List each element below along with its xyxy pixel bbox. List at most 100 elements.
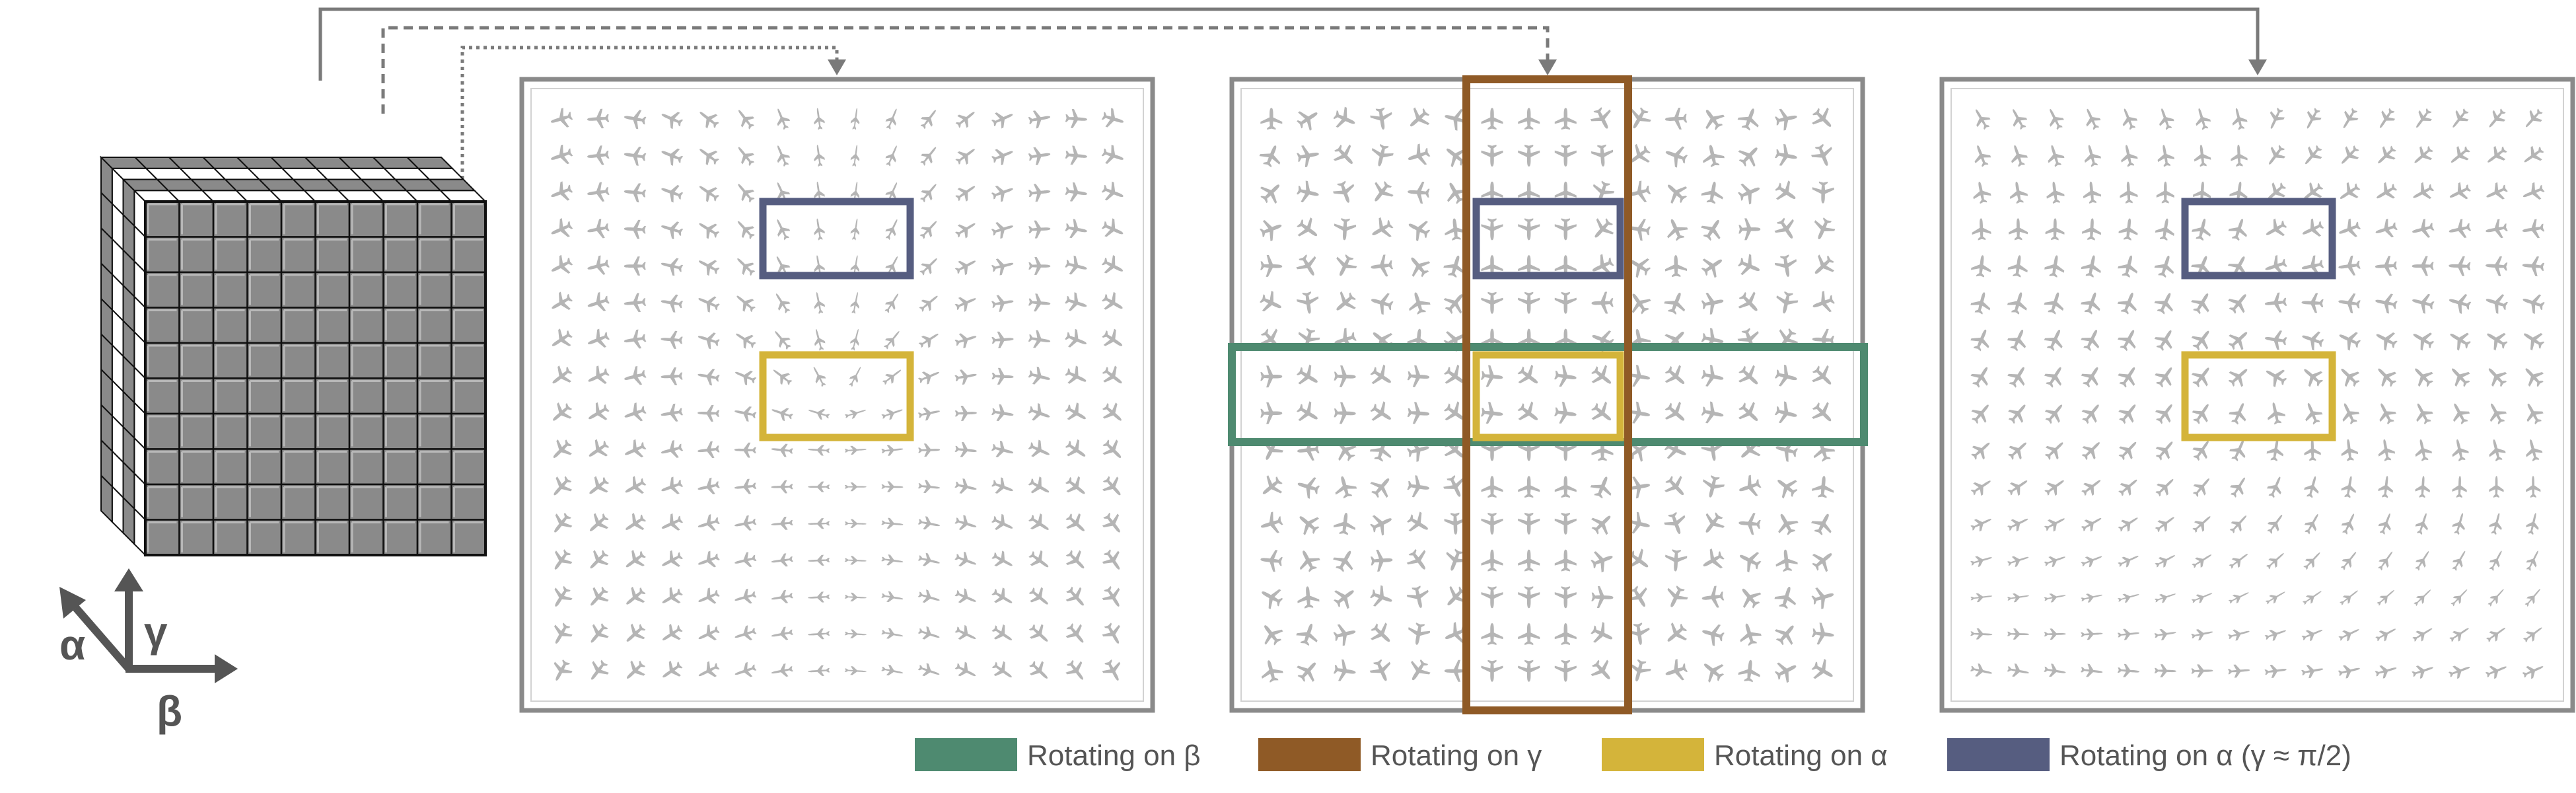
voxel-front [280, 200, 316, 238]
legend-label-gamma: Rotating on γ [1371, 739, 1542, 772]
voxel-front [416, 271, 452, 309]
beta-axis-arrowhead [215, 654, 238, 683]
highlight-alpha-half-pi [2181, 198, 2336, 280]
voxel-front [246, 377, 283, 415]
voxel-front [144, 307, 180, 344]
voxel-front [382, 307, 419, 344]
voxel-front [450, 236, 487, 274]
legend-label-alpha-half-pi: Rotating on α (γ ≈ π/2) [2059, 739, 2351, 772]
connector-alpha-arrow [828, 59, 846, 75]
voxel-front [212, 271, 248, 309]
voxel-front [382, 236, 419, 274]
voxel-front [144, 342, 180, 379]
voxel-front [280, 236, 316, 274]
voxel-front [212, 412, 248, 450]
voxel-front [178, 448, 215, 486]
voxel-front [450, 200, 487, 238]
voxel-front [280, 412, 316, 450]
voxel-front [280, 377, 316, 415]
panel-alpha-slice [519, 77, 1155, 713]
voxel-front [280, 307, 316, 344]
voxel-front [450, 483, 487, 521]
voxel-front [416, 483, 452, 521]
voxel-front [382, 483, 419, 521]
voxel-front [178, 271, 215, 309]
voxel-front [178, 342, 215, 379]
voxel-front [416, 448, 452, 486]
voxel-front [144, 200, 180, 238]
voxel-front [144, 236, 180, 274]
voxel-front [416, 200, 452, 238]
connector-gamma-solid [318, 7, 2260, 81]
panel-inner-frame [1950, 88, 2564, 702]
voxel-front [246, 483, 283, 521]
voxel-front [416, 307, 452, 344]
highlight-alpha-half-pi [1472, 198, 1624, 280]
voxel-front [450, 271, 487, 309]
voxel-front [246, 236, 283, 274]
voxel-front [280, 342, 316, 379]
voxel-front [246, 448, 283, 486]
panel-inner-frame [530, 88, 1144, 702]
voxel-front [178, 200, 215, 238]
voxel-front [416, 236, 452, 274]
voxel-front [348, 448, 384, 486]
voxel-front [382, 342, 419, 379]
legend-swatch-beta [915, 738, 1017, 771]
legend-label-beta: Rotating on β [1027, 739, 1201, 772]
legend: Rotating on β Rotating on γ Rotating on … [915, 738, 2351, 772]
voxel-front [178, 307, 215, 344]
alpha-axis-arrowhead [59, 587, 86, 619]
voxel-front [314, 483, 351, 521]
connector-beta-arrow [1538, 59, 1557, 75]
voxel-front [280, 271, 316, 309]
legend-swatch-alpha-half-pi [1947, 738, 2050, 771]
voxel-front [382, 377, 419, 415]
highlight-alpha-half-pi [759, 198, 914, 280]
voxel-front [314, 412, 351, 450]
voxel-front [314, 519, 351, 556]
voxel-front [246, 342, 283, 379]
voxel-front [382, 200, 419, 238]
voxel-front [450, 377, 487, 415]
connector-beta-dashed [381, 26, 1550, 114]
gamma-axis-label: γ [144, 608, 168, 656]
voxel-front [450, 519, 487, 556]
voxel-front [314, 342, 351, 379]
voxel-front [348, 412, 384, 450]
voxel-front [144, 519, 180, 556]
voxel-front [416, 412, 452, 450]
voxel-front [314, 271, 351, 309]
voxel-front [450, 412, 487, 450]
voxel-front [212, 200, 248, 238]
voxel-front [314, 236, 351, 274]
voxel-front [382, 412, 419, 450]
highlight-alpha [2181, 351, 2336, 441]
voxel-front [416, 377, 452, 415]
highlight-beta [1228, 343, 1868, 446]
voxel-front [314, 448, 351, 486]
voxel-front [416, 342, 452, 379]
connectors [318, 7, 2267, 186]
voxel-front [280, 448, 316, 486]
voxel-front [348, 271, 384, 309]
voxel-front [178, 519, 215, 556]
voxel-front [382, 448, 419, 486]
voxel-cube [99, 155, 487, 557]
voxel-front [144, 412, 180, 450]
voxel-front [144, 448, 180, 486]
voxel-front [450, 307, 487, 344]
voxel-front [212, 483, 248, 521]
highlight-alpha [1472, 351, 1624, 441]
highlight-gamma [1462, 75, 1632, 714]
panel-beta-slice [1228, 75, 1868, 714]
legend-swatch-gamma [1258, 738, 1361, 771]
alpha-axis-label: α [59, 621, 85, 669]
legend-swatch-alpha [1602, 738, 1704, 771]
legend-label-alpha: Rotating on α [1714, 739, 1888, 772]
voxel-front [246, 271, 283, 309]
voxel-front [212, 236, 248, 274]
voxel-front [416, 519, 452, 556]
voxel-front [314, 307, 351, 344]
voxel-front [246, 200, 283, 238]
